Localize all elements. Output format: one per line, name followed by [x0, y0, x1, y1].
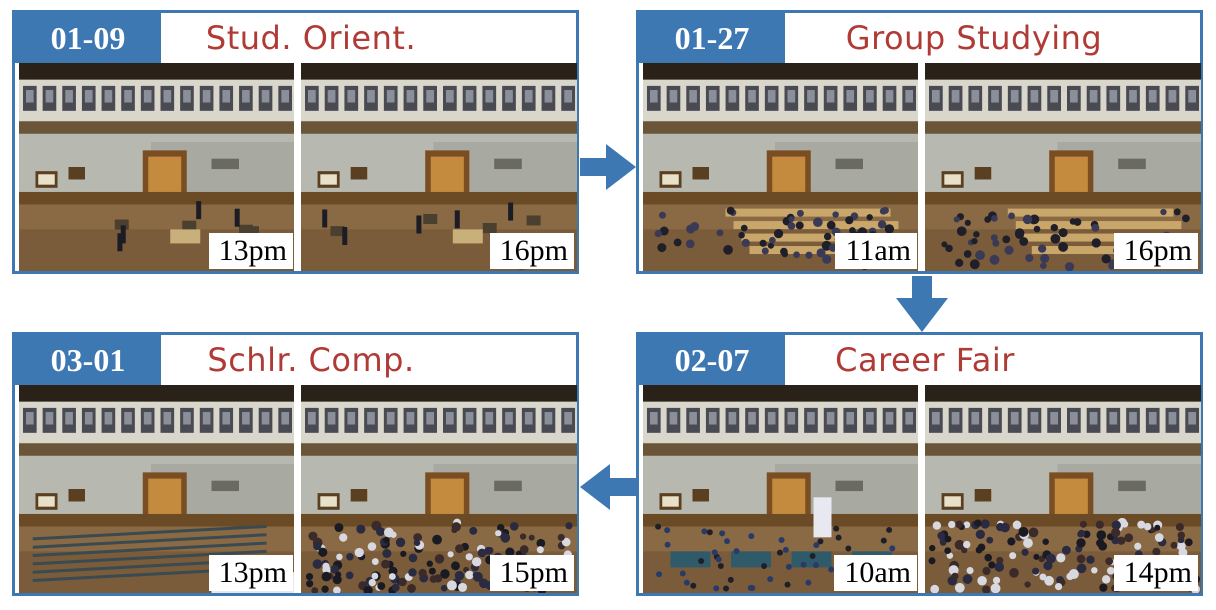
panel-date: 03-01 [15, 335, 161, 385]
time-label: 13pm [208, 555, 293, 591]
arrow-right-icon [580, 144, 636, 190]
arrow-left-icon [580, 464, 636, 510]
event-panel-01-09: 01-09 Stud. Orient. 13pm 16pm [12, 10, 579, 274]
panel-title: Schlr. Comp. [207, 341, 415, 379]
scene-photo [643, 385, 918, 593]
atrium-scene [925, 63, 1201, 271]
scene-photo [925, 63, 1201, 271]
panel-title: Group Studying [845, 19, 1103, 57]
atrium-scene [643, 385, 918, 593]
time-label: 16pm [489, 233, 574, 269]
time-label: 10am [834, 555, 917, 591]
atrium-scene [643, 63, 918, 271]
event-panel-03-01: 03-01 Schlr. Comp. 13pm 15pm [12, 332, 579, 596]
time-label: 11am [835, 233, 917, 269]
panel-date: 01-27 [639, 13, 785, 63]
panel-date: 02-07 [639, 335, 785, 385]
time-label: 16pm [1113, 233, 1198, 269]
panel-title: Stud. Orient. [205, 19, 417, 57]
time-label: 13pm [208, 233, 293, 269]
time-label: 15pm [489, 555, 574, 591]
scene-photo [643, 63, 918, 271]
panel-date: 01-09 [15, 13, 161, 63]
event-panel-02-07: 02-07 Career Fair 10am 14pm [636, 332, 1203, 596]
panel-title: Career Fair [835, 341, 1015, 379]
time-label: 14pm [1113, 555, 1198, 591]
arrow-down-icon [896, 276, 948, 332]
event-panel-01-27: 01-27 Group Studying 11am 16pm [636, 10, 1203, 274]
